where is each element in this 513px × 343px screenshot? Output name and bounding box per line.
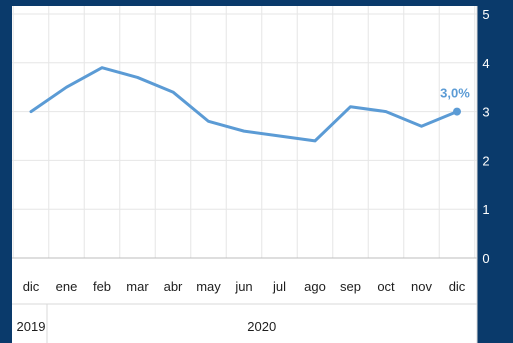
- y-tick-label: 5: [482, 7, 489, 22]
- x-tick-label: jul: [272, 279, 286, 294]
- y-tick-label: 4: [482, 56, 489, 71]
- year-label: 2020: [247, 319, 276, 334]
- x-tick-label: abr: [164, 279, 183, 294]
- data-point: [453, 107, 461, 116]
- x-tick-label: jun: [234, 279, 252, 294]
- plot-background: [12, 6, 477, 343]
- x-tick-label: nov: [411, 279, 432, 294]
- x-tick-label: oct: [377, 279, 395, 294]
- year-labels: 2019 2020: [17, 319, 277, 334]
- y-tick-label: 1: [482, 202, 489, 217]
- y-axis-ticks: 0 1 2 3 4 5: [482, 7, 489, 266]
- data-points: [453, 107, 461, 116]
- x-tick-label: dic: [449, 279, 466, 294]
- x-tick-label: dic: [23, 279, 40, 294]
- series-line: [29, 66, 459, 143]
- x-tick-label: sep: [340, 279, 361, 294]
- x-axis-ticks: dic ene feb mar abr may jun jul ago sep oct nov dic: [23, 279, 466, 294]
- last-value-label: 3,0%: [440, 86, 470, 101]
- x-tick-label: mar: [126, 279, 149, 294]
- y-tick-label: 2: [482, 153, 489, 168]
- axis-lines: [12, 6, 478, 343]
- y-tick-label: 0: [482, 251, 489, 266]
- x-tick-label: ago: [304, 279, 326, 294]
- x-tick-label: may: [196, 279, 221, 294]
- x-tick-label: feb: [93, 279, 111, 294]
- x-tick-label: ene: [56, 279, 78, 294]
- year-label: 2019: [17, 319, 46, 334]
- y-tick-label: 3: [482, 105, 489, 120]
